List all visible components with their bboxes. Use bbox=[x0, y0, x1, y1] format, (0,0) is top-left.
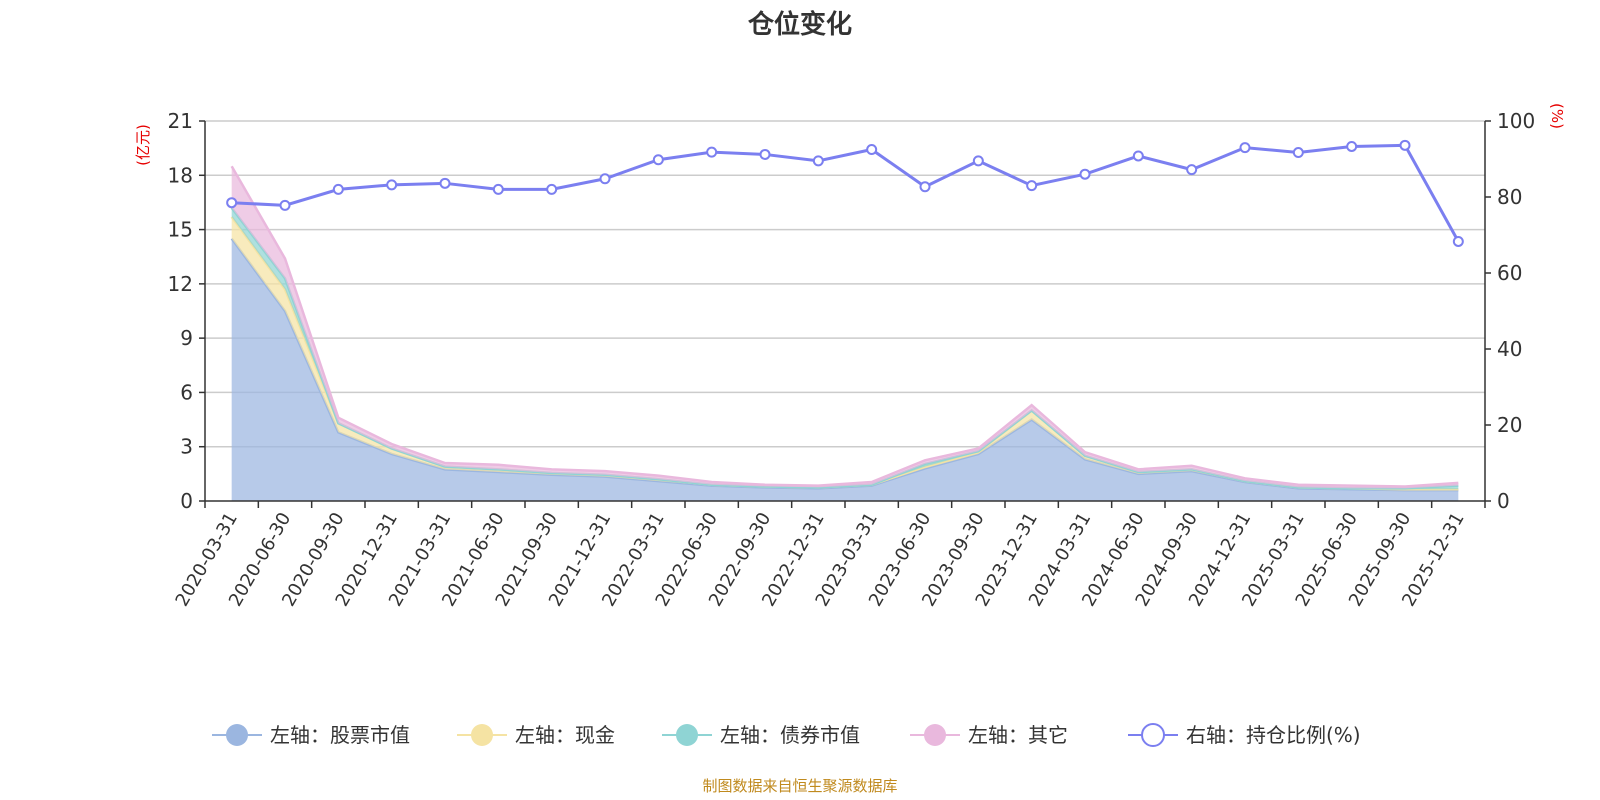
legend-label: 左轴：现金 bbox=[515, 723, 615, 747]
ratio-point bbox=[546, 183, 558, 195]
ratio-point bbox=[1346, 140, 1358, 152]
left-axis-unit: (亿元) bbox=[134, 124, 152, 166]
legend-marker bbox=[1141, 723, 1165, 747]
legend-item: 左轴：股票市值 bbox=[212, 723, 410, 747]
right-tick-label: 20 bbox=[1497, 413, 1522, 437]
left-tick-label: 9 bbox=[180, 326, 193, 350]
ratio-point bbox=[332, 183, 344, 195]
legend-marker bbox=[924, 724, 946, 746]
left-tick-label: 6 bbox=[180, 380, 193, 404]
area-左轴：股票市值 bbox=[231, 238, 1459, 501]
stacked-areas bbox=[230, 165, 1459, 501]
ratio-point bbox=[386, 179, 398, 191]
ratio-point bbox=[812, 155, 824, 167]
ratio-point bbox=[226, 197, 238, 209]
ratio-point bbox=[1026, 180, 1038, 192]
legend-item: 右轴：持仓比例(%) bbox=[1128, 723, 1361, 747]
left-tick-label: 0 bbox=[180, 489, 193, 513]
right-tick-label: 100 bbox=[1497, 109, 1535, 133]
left-tick-label: 15 bbox=[168, 218, 193, 242]
ratio-point bbox=[706, 146, 718, 158]
legend-item: 左轴：债券市值 bbox=[662, 723, 860, 747]
ratio-point bbox=[1239, 142, 1251, 154]
area-左轴：现金 bbox=[231, 216, 1459, 491]
legend-item: 左轴：其它 bbox=[910, 723, 1068, 747]
ratio-point bbox=[279, 199, 291, 211]
ratio-point bbox=[972, 155, 984, 167]
ratio-line-path bbox=[231, 143, 1460, 243]
legend-label: 右轴：持仓比例(%) bbox=[1186, 723, 1361, 747]
chart-title: 仓位变化 bbox=[747, 9, 852, 40]
ratio-point bbox=[492, 183, 504, 195]
legend-label: 左轴：债券市值 bbox=[720, 723, 860, 747]
axes: 0369121518210204060801002020-03-312020-0… bbox=[168, 109, 1536, 610]
legend-marker bbox=[226, 724, 248, 746]
area-左轴：其它 bbox=[231, 166, 1459, 489]
ratio-point bbox=[652, 154, 664, 166]
legend: 左轴：股票市值 左轴：现金 左轴：债券市值 左轴：其它 右轴：持仓比例(%) bbox=[212, 723, 1361, 747]
left-tick-label: 3 bbox=[180, 435, 193, 459]
ratio-point bbox=[759, 148, 771, 160]
right-tick-label: 0 bbox=[1497, 489, 1510, 513]
legend-label: 左轴：其它 bbox=[968, 723, 1068, 747]
ratio-point bbox=[1079, 168, 1091, 180]
left-tick-label: 18 bbox=[168, 163, 193, 187]
right-tick-label: 40 bbox=[1497, 337, 1522, 361]
legend-marker bbox=[471, 724, 493, 746]
ratio-point bbox=[1186, 164, 1198, 176]
right-axis-unit: (%) bbox=[1548, 103, 1566, 129]
area-edge-左轴：其它 bbox=[230, 165, 1459, 488]
ratio-point bbox=[439, 177, 451, 189]
ratio-point bbox=[1292, 147, 1304, 159]
ratio-point bbox=[1399, 139, 1411, 151]
grid-lines bbox=[205, 120, 1485, 448]
data-source-note: 制图数据来自恒生聚源数据库 bbox=[702, 777, 897, 795]
right-tick-label: 80 bbox=[1497, 185, 1522, 209]
legend-marker bbox=[676, 724, 698, 746]
ratio-line bbox=[226, 139, 1464, 247]
ratio-point bbox=[1132, 150, 1144, 162]
left-tick-label: 21 bbox=[168, 109, 193, 133]
legend-label: 左轴：股票市值 bbox=[270, 723, 410, 747]
right-tick-label: 60 bbox=[1497, 261, 1522, 285]
area-edge-左轴：现金 bbox=[230, 216, 1459, 491]
ratio-point bbox=[599, 173, 611, 185]
ratio-point bbox=[919, 181, 931, 193]
left-tick-label: 12 bbox=[168, 272, 193, 296]
ratio-point bbox=[866, 144, 878, 155]
ratio-point bbox=[1452, 235, 1464, 247]
legend-item: 左轴：现金 bbox=[457, 723, 615, 747]
